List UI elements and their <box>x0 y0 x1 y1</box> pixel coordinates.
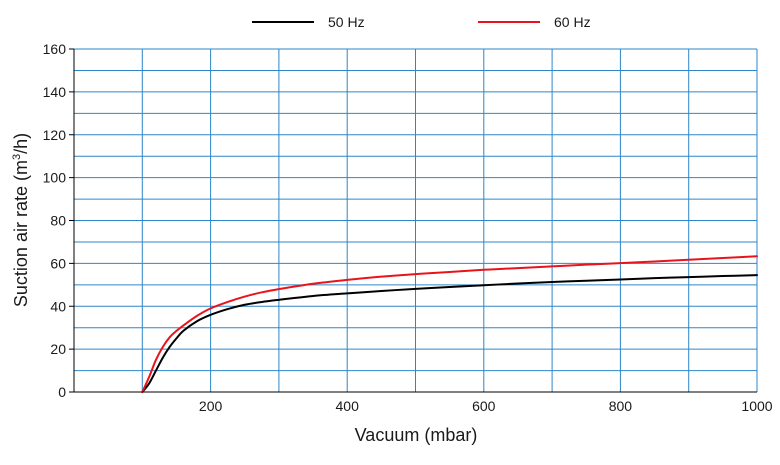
y-tick-labels: 0 20 40 60 80 100 120 140 160 <box>43 41 67 400</box>
y-tick-label: 80 <box>50 213 66 229</box>
y-tick-label: 40 <box>50 298 66 314</box>
y-tick-label: 60 <box>50 255 66 271</box>
legend-label-1: 50 Hz <box>328 14 365 30</box>
y-tick-label: 160 <box>43 41 67 57</box>
y-tick-label: 0 <box>58 384 66 400</box>
axes <box>69 48 757 393</box>
series-line-2 <box>141 255 758 393</box>
y-tick-label: 120 <box>43 127 67 143</box>
series-line-1 <box>141 274 758 393</box>
series-lines <box>141 255 758 393</box>
legend: 50 Hz 60 Hz <box>252 14 591 30</box>
x-tick-label: 200 <box>199 398 223 414</box>
y-axis-title: Suction air rate (m3/h) <box>11 133 31 307</box>
y-tick-label: 100 <box>43 170 67 186</box>
legend-label-2: 60 Hz <box>554 14 591 30</box>
x-tick-label: 1000 <box>741 398 772 414</box>
x-axis-title: Vacuum (mbar) <box>355 425 478 445</box>
y-axis-title-prefix: Suction air rate (m <box>11 160 31 307</box>
y-tick-label: 20 <box>50 341 66 357</box>
y-axis-title-suffix: /h) <box>11 133 31 154</box>
y-axis-title-superscript: 3 <box>11 154 23 160</box>
x-tick-labels: 200 400 600 800 1000 <box>199 398 773 414</box>
x-tick-label: 400 <box>336 398 360 414</box>
x-tick-label: 600 <box>472 398 496 414</box>
y-tick-label: 140 <box>43 84 67 100</box>
x-tick-label: 800 <box>609 398 633 414</box>
grid-lines <box>74 48 758 392</box>
